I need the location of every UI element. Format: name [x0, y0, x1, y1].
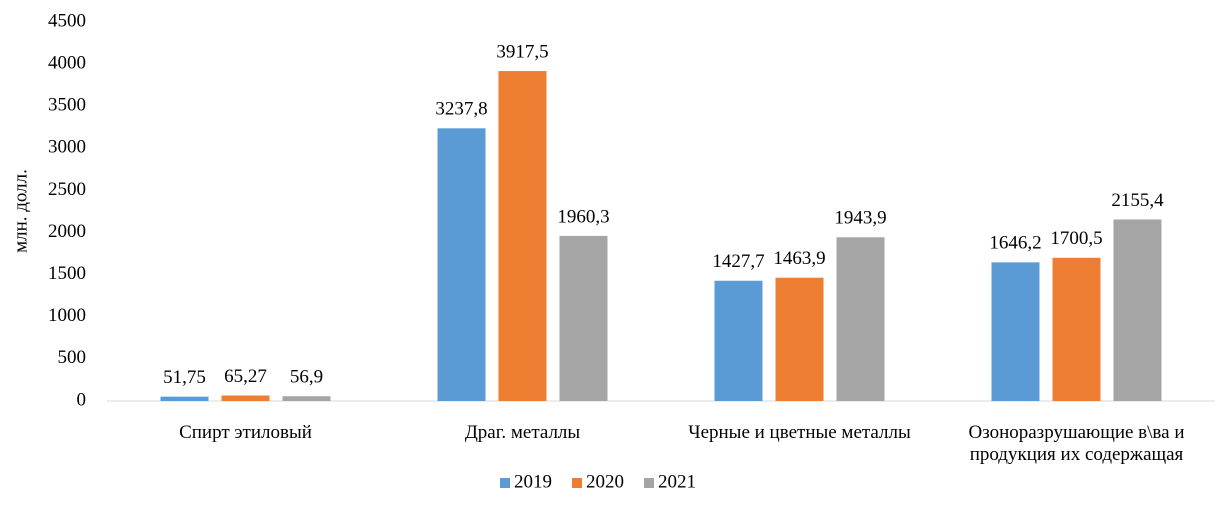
legend-swatch: [500, 478, 510, 488]
data-label: 1960,3: [557, 206, 609, 227]
x-tick-label: Черные и цветные металлы: [688, 422, 911, 443]
y-tick-label: 4000: [48, 52, 86, 73]
y-tick-label: 1000: [48, 305, 86, 326]
bar: [1052, 257, 1101, 401]
legend-swatch: [644, 478, 654, 488]
bar: [437, 128, 486, 401]
data-label: 1463,9: [773, 248, 825, 269]
data-label: 1943,9: [834, 208, 886, 229]
y-tick-label: 500: [58, 347, 87, 368]
data-label: 1427,7: [712, 251, 764, 272]
legend-label: 2019: [514, 471, 552, 492]
y-tick-label: 0: [77, 389, 87, 410]
bar: [160, 396, 209, 401]
legend-label: 2020: [586, 471, 624, 492]
data-label: 2155,4: [1111, 190, 1164, 211]
data-label: 51,75: [163, 367, 206, 388]
bar: [1113, 219, 1162, 401]
data-label: 1646,2: [989, 233, 1041, 254]
y-axis-label: млн. долл.: [10, 169, 31, 253]
bar: [498, 71, 547, 401]
data-label: 1700,5: [1050, 228, 1102, 249]
legend-swatch: [572, 478, 582, 488]
y-tick-label: 3000: [48, 137, 86, 158]
bar: [991, 262, 1040, 401]
bar: [282, 396, 331, 401]
x-tick-label: Спирт этиловый: [179, 422, 312, 443]
bar: [836, 237, 885, 401]
y-tick-label: 4500: [48, 10, 86, 31]
bar: [775, 277, 824, 401]
data-label: 3917,5: [496, 41, 548, 62]
y-tick-label: 3500: [48, 95, 86, 116]
bar: [714, 280, 763, 401]
data-label: 65,27: [224, 366, 267, 387]
y-tick-label: 2500: [48, 179, 86, 200]
bar: [559, 235, 608, 401]
data-label: 3237,8: [435, 99, 487, 120]
legend-label: 2021: [658, 471, 696, 492]
bar: [221, 395, 270, 401]
y-tick-label: 1500: [48, 263, 86, 284]
y-tick-label: 2000: [48, 221, 86, 242]
x-tick-label: Озоноразрушающие в\ва и продукция их сод…: [968, 422, 1185, 465]
x-tick-label: Драг. металлы: [464, 422, 581, 443]
data-label: 56,9: [290, 367, 323, 388]
